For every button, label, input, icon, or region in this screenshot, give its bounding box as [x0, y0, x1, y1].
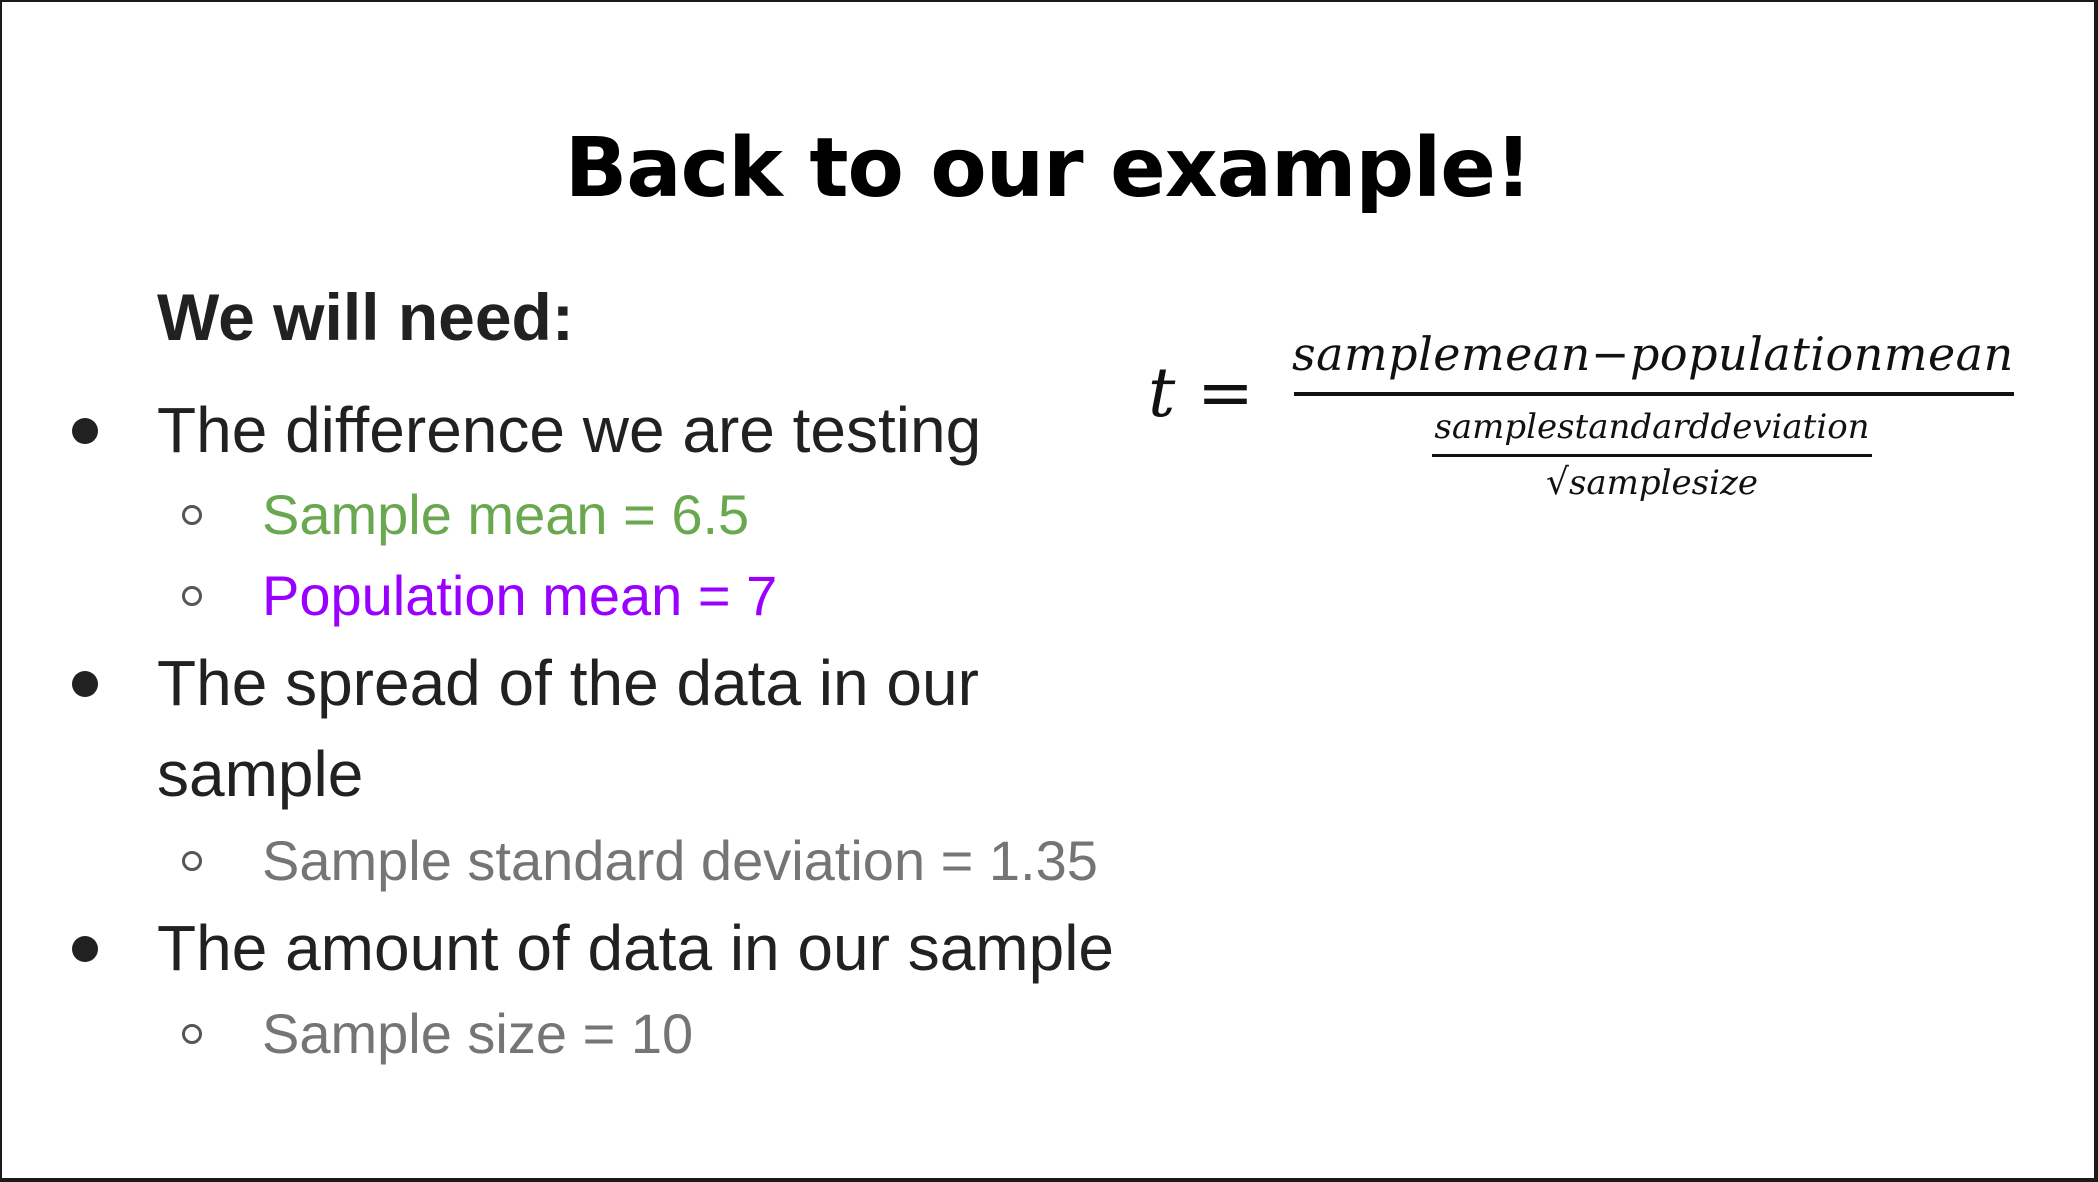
formula-fraction-bar: [1294, 392, 2014, 396]
sub-bullet-ring: [182, 851, 202, 871]
list-item: The difference we are testing: [157, 394, 982, 466]
sub-bullet-ring: [182, 586, 202, 606]
sub-item-sample-size: Sample size = 10: [262, 1002, 694, 1065]
sub-bullet-ring: [182, 1024, 202, 1044]
formula-denominator-bottom: √samplesize: [1432, 460, 1872, 506]
list-item: The amount of data in our sample: [157, 912, 1114, 984]
formula-inner-fraction-bar: [1432, 454, 1872, 457]
formula-denominator-top: samplestandarddeviation: [1434, 407, 1870, 447]
bullet-list: The difference we are testing Sample mea…: [2, 2, 1202, 1178]
formula-sqrt-argument: samplesize: [1568, 463, 1759, 503]
slide-title: Back to our example!: [564, 121, 1532, 216]
formula-lhs: t =: [1148, 354, 1254, 433]
bullet-dot: [72, 936, 98, 962]
sub-item-population-mean: Population mean = 7: [262, 564, 778, 627]
slide-subtitle: We will need:: [157, 280, 574, 354]
sub-item-sample-mean: Sample mean = 6.5: [262, 483, 750, 546]
sqrt-icon: √: [1545, 462, 1569, 503]
sub-bullet-ring: [182, 505, 202, 525]
formula-numerator: samplemean−populationmean: [1292, 327, 2014, 381]
t-statistic-formula: t = samplemean−populationmean samplestan…: [1142, 324, 2022, 524]
list-item: The spread of the data in our: [157, 647, 979, 719]
sub-item-sample-sd: Sample standard deviation = 1.35: [262, 829, 1098, 892]
bullet-dot: [72, 671, 98, 697]
list-item-continuation: sample: [157, 738, 364, 810]
bullet-dot: [72, 418, 98, 444]
